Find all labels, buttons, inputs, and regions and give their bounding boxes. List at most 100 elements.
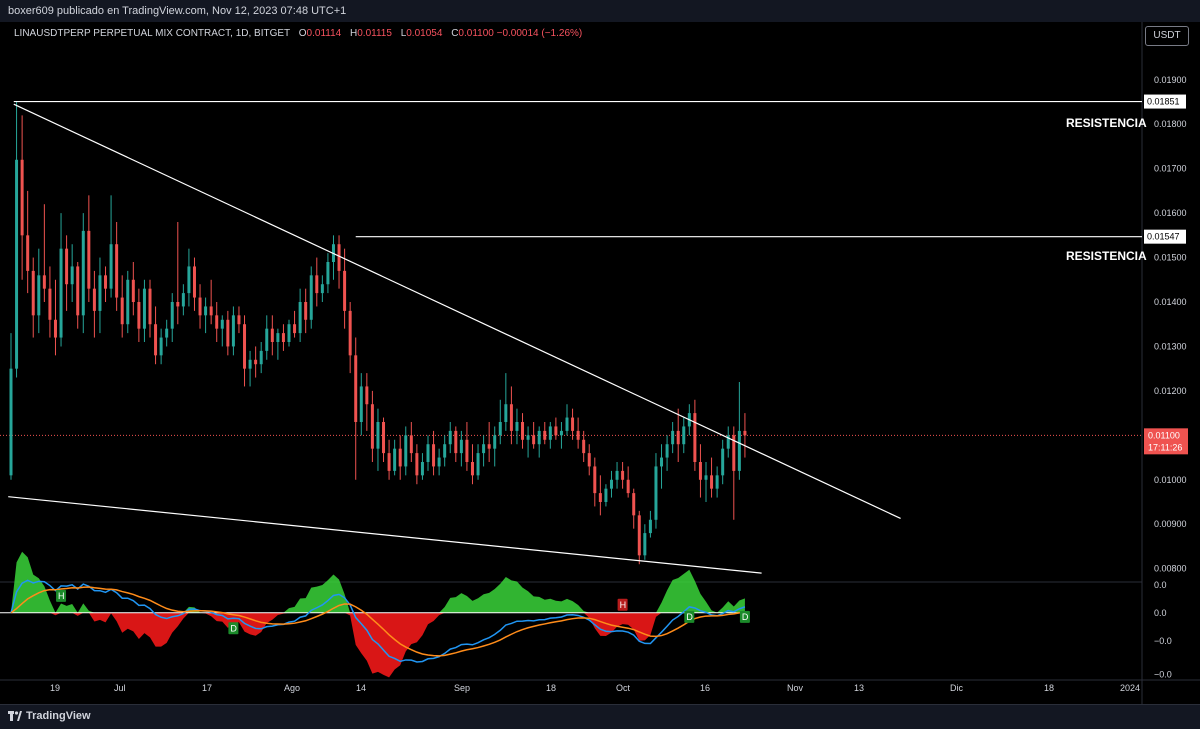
- time-tick-label: 16: [700, 683, 710, 693]
- candle-body: [187, 266, 191, 294]
- candle-body: [593, 466, 597, 494]
- publisher-text: boxer609 publicado en TradingView.com, N…: [8, 5, 347, 17]
- candle-body: [192, 266, 196, 298]
- candle-body: [287, 324, 291, 342]
- candle-body: [632, 493, 636, 516]
- footer-bar: TradingView: [0, 704, 1200, 729]
- price-tick-label: 0.01800: [1154, 119, 1187, 129]
- descending-resistance-trendline: [13, 103, 901, 519]
- candle-body: [20, 159, 24, 236]
- candle-body: [676, 430, 680, 445]
- candle-body: [370, 404, 374, 449]
- candle-body: [715, 475, 719, 489]
- candle-body: [315, 275, 319, 294]
- signal-line: [10, 586, 746, 657]
- candle-body: [587, 453, 591, 467]
- candle-body: [276, 333, 280, 342]
- candle-body: [176, 302, 180, 307]
- currency-button[interactable]: USDT: [1145, 26, 1189, 46]
- resistance-price-label: 0.01547: [1147, 232, 1180, 242]
- signal-marker-h: [56, 589, 67, 602]
- candle-body: [226, 319, 230, 347]
- candle-body: [487, 444, 491, 449]
- candle-body: [148, 288, 152, 325]
- candle-body: [220, 319, 224, 329]
- candle-body: [81, 230, 85, 316]
- change-value: −0.00014 (−1.26%): [496, 28, 583, 39]
- signal-marker-letter: H: [620, 600, 627, 610]
- macd-histogram-negative: [11, 612, 745, 678]
- candle-body: [543, 430, 547, 440]
- candle-body: [376, 422, 380, 449]
- resistance-label-lower: RESISTENCIA: [1066, 249, 1147, 263]
- high-label: H: [350, 28, 358, 39]
- candle-body: [42, 275, 46, 289]
- candle-body: [181, 293, 185, 307]
- candle-body: [126, 279, 130, 325]
- last-price-tag: [1144, 428, 1188, 455]
- candle-body: [493, 435, 497, 449]
- candle-body: [693, 413, 697, 462]
- price-tick-label: 0.01500: [1154, 253, 1187, 263]
- candle-body: [598, 493, 602, 502]
- price-tick-label: 0.01700: [1154, 164, 1187, 174]
- candle-body: [409, 435, 413, 454]
- candle-body: [404, 435, 408, 467]
- candle-body: [548, 426, 552, 440]
- low-value: 0.01054: [406, 28, 443, 39]
- last-price-label: 0.01100: [1148, 430, 1180, 440]
- macd-histogram-positive: [11, 551, 745, 613]
- macd-tick-label: 0.0: [1154, 580, 1167, 590]
- candle-body: [448, 430, 452, 445]
- candle-body: [53, 319, 57, 338]
- descending-support-trendline: [8, 496, 762, 574]
- candle-body: [387, 453, 391, 471]
- candle-body: [415, 453, 419, 476]
- candle-body: [526, 435, 530, 440]
- time-tick-label: 18: [546, 683, 556, 693]
- candle-body: [98, 275, 102, 311]
- candle-body: [87, 230, 91, 289]
- signal-marker-d: [228, 622, 239, 635]
- candle-body: [293, 324, 297, 334]
- candle-body: [365, 386, 369, 405]
- candle-body: [142, 288, 146, 329]
- candle-body: [309, 275, 313, 320]
- candle-body: [398, 448, 402, 467]
- chart-canvas[interactable]: 0.019000.018000.017000.016000.015000.014…: [0, 22, 1200, 704]
- candle-body: [743, 430, 747, 436]
- candle-body: [354, 355, 358, 422]
- time-tick-label: 19: [50, 683, 60, 693]
- candle-body: [70, 266, 74, 285]
- candle-body: [704, 475, 708, 480]
- candle-body: [648, 519, 652, 534]
- candle-body: [59, 248, 63, 338]
- time-tick-label: Nov: [787, 683, 804, 693]
- candle-body: [682, 426, 686, 445]
- candle-body: [109, 244, 113, 289]
- candle-body: [621, 470, 625, 480]
- time-tick-label: 17: [202, 683, 212, 693]
- candle-body: [359, 386, 363, 422]
- candle-body: [343, 270, 347, 311]
- candle-body: [482, 444, 486, 454]
- price-tick-label: 0.01900: [1154, 75, 1187, 85]
- high-value: 0.01115: [357, 28, 392, 39]
- chart-area[interactable]: 0.01900 0.01800 0.01700 0.01600 0.01500 0.014…: [0, 22, 1200, 704]
- candle-body: [215, 315, 219, 329]
- time-tick-label: 2024: [1120, 683, 1140, 693]
- price-tick-label: 0.00800: [1154, 564, 1187, 574]
- candle-body: [537, 430, 541, 445]
- candle-body: [671, 430, 675, 445]
- symbol-name[interactable]: LINAUSDTPERP PERPETUAL MIX CONTRACT, 1D,…: [14, 28, 290, 39]
- signal-marker-letter: D: [742, 612, 749, 622]
- candle-body: [231, 315, 235, 347]
- brand-text[interactable]: TradingView: [26, 710, 91, 722]
- candle-body: [92, 288, 96, 311]
- candle-body: [137, 302, 141, 329]
- price-tick-label: 0.01000: [1154, 475, 1187, 485]
- candle-body: [576, 430, 580, 440]
- signal-marker-d: [684, 610, 695, 623]
- candle-body: [737, 430, 741, 471]
